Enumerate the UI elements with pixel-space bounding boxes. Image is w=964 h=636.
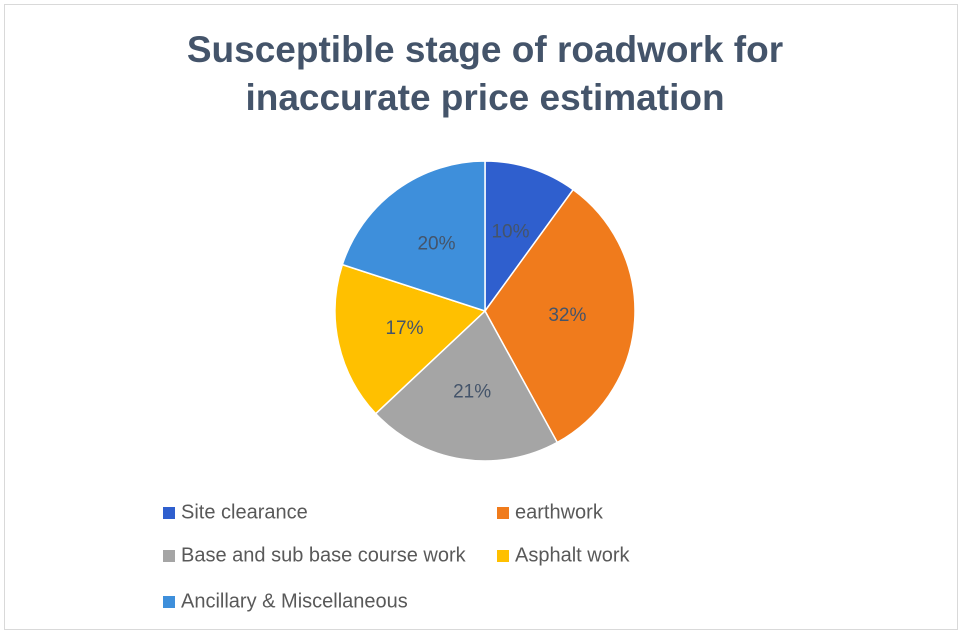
pie-slice — [341, 160, 486, 313]
pie-slice — [374, 309, 559, 462]
legend-label: earthwork — [515, 501, 604, 523]
data-label: 10% — [491, 222, 529, 243]
data-label: 17% — [385, 318, 423, 339]
legend-swatch — [497, 550, 509, 562]
legend-swatch — [497, 507, 509, 519]
legend-swatch — [163, 550, 175, 562]
chart-frame — [4, 4, 958, 630]
chart-title: Susceptible stage of roadwork for inaccu… — [186, 29, 784, 118]
legend-swatch — [163, 596, 175, 608]
pie-slice — [484, 160, 575, 314]
legend-label: Ancillary & Miscellaneous — [181, 590, 408, 612]
legend-swatch — [163, 507, 175, 519]
pie-slice — [484, 188, 636, 444]
legend-label: Base and sub base course work — [181, 544, 467, 566]
data-label: 32% — [548, 305, 586, 326]
pie-slice — [334, 263, 487, 415]
data-label: 21% — [453, 381, 491, 402]
data-label: 20% — [417, 233, 455, 254]
legend-label: Site clearance — [181, 501, 308, 523]
legend-label: Asphalt work — [515, 544, 630, 566]
